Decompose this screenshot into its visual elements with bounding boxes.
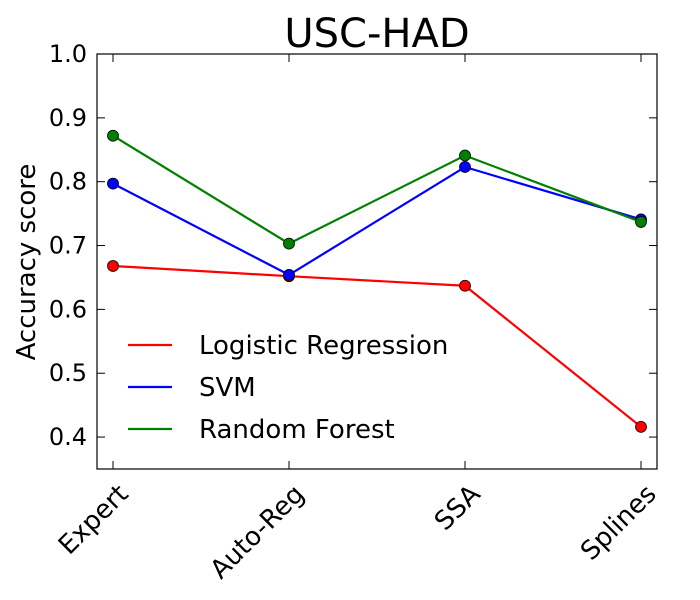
data-point	[635, 420, 647, 433]
x-tick-label: Auto-Reg	[205, 479, 311, 585]
legend-label: Logistic Regression	[199, 331, 448, 361]
y-tick-label: 0.8	[49, 168, 87, 196]
y-tick-label: 0.4	[49, 423, 87, 451]
legend-label: SVM	[199, 373, 256, 403]
x-tick-label: SSA	[429, 479, 487, 537]
data-point	[459, 149, 471, 162]
data-point	[107, 177, 119, 190]
y-tick-label: 0.5	[49, 359, 87, 387]
y-tick-label: 0.6	[49, 295, 87, 323]
x-tick-label: Expert	[53, 479, 134, 560]
series-line	[112, 134, 642, 245]
y-tick-label: 0.7	[49, 232, 87, 260]
legend: Logistic Regression SVM Random Forest	[128, 331, 448, 445]
chart-title: USC-HAD	[284, 11, 469, 57]
plot-frame	[96, 53, 658, 470]
series-line	[112, 165, 642, 277]
y-tick-label: 1.0	[49, 40, 87, 68]
data-point	[283, 237, 295, 250]
data-point	[107, 129, 119, 142]
data-point	[459, 161, 471, 173]
y-axis-label: Accuracy score	[12, 164, 42, 361]
data-point	[635, 216, 647, 228]
data-point	[459, 279, 471, 292]
data-point	[283, 269, 295, 281]
plot-area: 0.4 0.5 0.6 0.7 0.8 0.9 1.0 Expert Auto-Reg SSA Sp…	[49, 40, 663, 585]
series-line	[112, 264, 642, 428]
data-point	[107, 260, 119, 272]
y-tick-label: 0.9	[49, 104, 87, 132]
legend-label: Random Forest	[199, 415, 395, 445]
x-tick-label: Splines	[575, 479, 662, 566]
